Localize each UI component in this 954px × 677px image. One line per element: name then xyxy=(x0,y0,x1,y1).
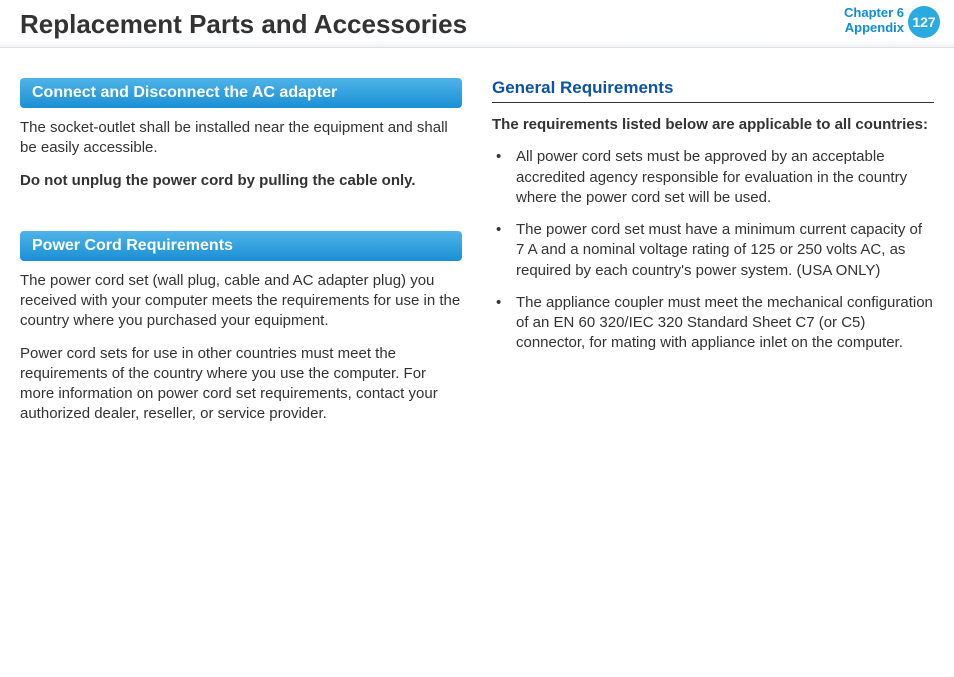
section-heading-ac-adapter: Connect and Disconnect the AC adapter xyxy=(20,78,462,108)
requirement-item: The appliance coupler must meet the mech… xyxy=(492,293,934,354)
power-cord-para2: Power cord sets for use in other countri… xyxy=(20,344,462,425)
section-heading-power-cord: Power Cord Requirements xyxy=(20,231,462,261)
content-columns: Connect and Disconnect the AC adapter Th… xyxy=(0,48,954,457)
ac-adapter-warning: Do not unplug the power cord by pulling … xyxy=(20,171,462,191)
right-column: General Requirements The requirements li… xyxy=(492,78,934,437)
general-requirements-intro: The requirements listed below are applic… xyxy=(492,115,934,135)
section-spacer xyxy=(20,203,462,231)
page-title: Replacement Parts and Accessories xyxy=(20,0,934,48)
chapter-label: Chapter 6 Appendix xyxy=(844,6,904,36)
requirement-item: The power cord set must have a minimum c… xyxy=(492,220,934,281)
chapter-name: Appendix xyxy=(844,21,904,36)
page-number: 127 xyxy=(912,14,935,30)
page-number-badge: 127 xyxy=(908,6,940,38)
requirement-item: All power cord sets must be approved by … xyxy=(492,147,934,208)
general-requirements-heading: General Requirements xyxy=(492,78,934,103)
chapter-number: Chapter 6 xyxy=(844,6,904,21)
power-cord-para1: The power cord set (wall plug, cable and… xyxy=(20,271,462,332)
requirements-list: All power cord sets must be approved by … xyxy=(492,147,934,353)
page-header: Replacement Parts and Accessories Chapte… xyxy=(0,0,954,48)
left-column: Connect and Disconnect the AC adapter Th… xyxy=(20,78,462,437)
ac-adapter-para1: The socket-outlet shall be installed nea… xyxy=(20,118,462,159)
